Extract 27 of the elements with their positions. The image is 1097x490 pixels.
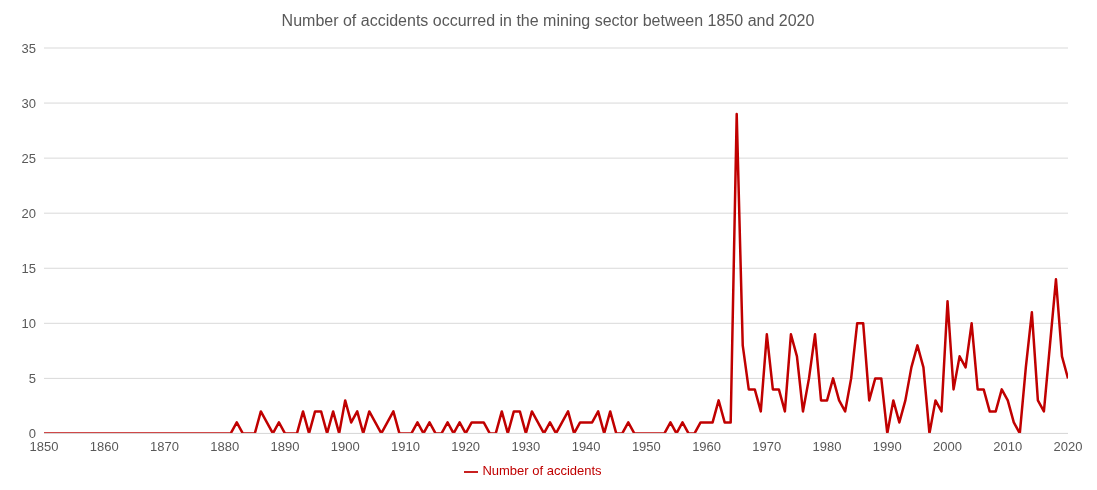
x-tick-label: 2000 — [933, 438, 962, 454]
x-tick-label: 1860 — [89, 438, 119, 454]
chart-title: Number of accidents occurred in the mining sector between 1850 and 2020 — [280, 11, 816, 31]
x-tick-label: 1980 — [812, 438, 842, 454]
x-tick-label: 1920 — [451, 438, 481, 454]
x-tick-label: 1960 — [692, 438, 722, 454]
x-tick-label: 1940 — [571, 438, 601, 454]
x-tick-label: 1910 — [390, 438, 420, 454]
x-tick-label: 2020 — [1053, 438, 1083, 454]
y-tick-label: 25 — [21, 150, 36, 166]
y-tick-label: 15 — [21, 260, 36, 276]
x-tick-label: 1930 — [511, 438, 541, 454]
x-tick-label: 1950 — [631, 438, 661, 454]
y-tick-label: 30 — [21, 95, 36, 111]
y-tick-label: 35 — [21, 40, 36, 56]
x-tick-label: 1890 — [270, 438, 300, 454]
x-tick-label: 1900 — [330, 438, 360, 454]
x-tick-label: 1870 — [150, 438, 179, 454]
y-tick-label: 10 — [21, 315, 36, 331]
x-tick-label: 1880 — [210, 438, 240, 454]
line-series — [44, 112, 1068, 434]
y-tick-label: 20 — [21, 205, 36, 221]
legend-label: Number of accidents — [482, 463, 602, 479]
x-tick-label: 1970 — [752, 438, 782, 454]
x-tick-label: 1990 — [872, 438, 902, 454]
y-tick-label: 5 — [28, 370, 36, 386]
x-tick-label: 2010 — [993, 438, 1023, 454]
